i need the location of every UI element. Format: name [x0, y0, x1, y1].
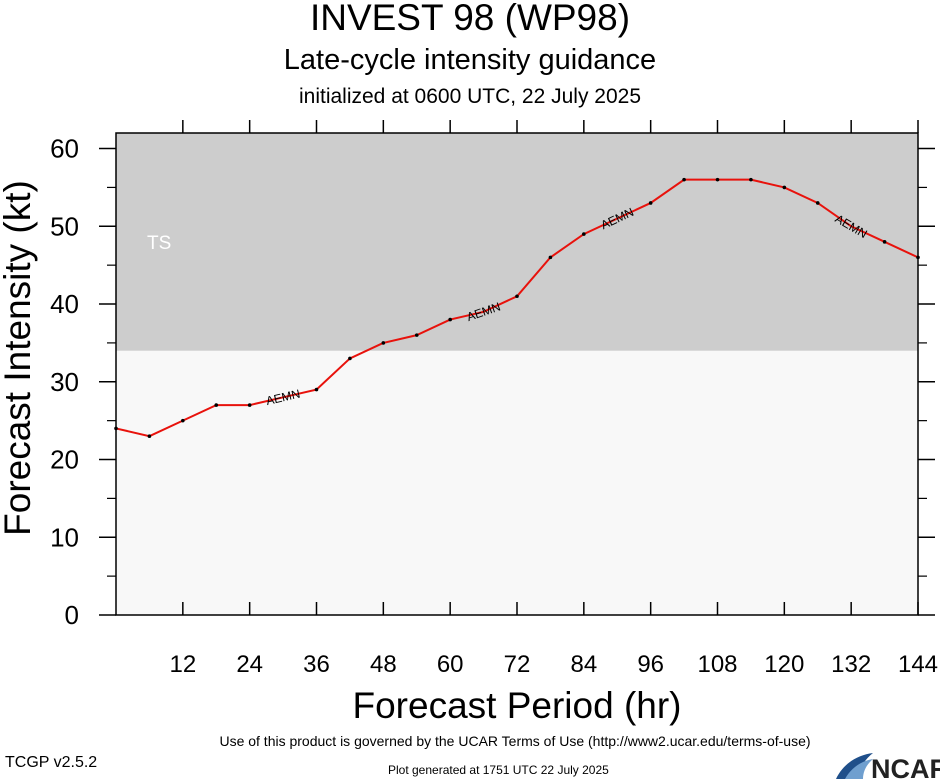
data-point: [548, 255, 553, 260]
x-tick-label: 48: [370, 651, 397, 678]
y-axis-label: Forecast Intensity (kt): [0, 180, 38, 536]
data-point: [448, 317, 452, 322]
chart-title: INVEST 98 (WP98): [309, 0, 631, 38]
x-tick-label: 24: [236, 651, 263, 678]
x-tick-label: 108: [697, 651, 737, 678]
x-tick-label: 132: [831, 651, 871, 678]
y-tick-label: 50: [50, 211, 79, 241]
ts-label: TS: [147, 233, 171, 254]
y-tick-label: 10: [50, 522, 79, 552]
y-tick-label: 20: [50, 445, 79, 475]
y-tick-label: 40: [50, 289, 79, 319]
data-point: [314, 387, 319, 392]
x-tick-label: 72: [504, 651, 531, 678]
data-point: [147, 434, 152, 438]
data-point: [247, 403, 252, 407]
chart-subtitle: Late-cycle intensity guidance: [283, 44, 657, 76]
data-point: [749, 177, 753, 182]
x-tick-label: 12: [169, 651, 196, 678]
x-tick-label: 84: [570, 651, 597, 678]
x-tick-label: 120: [764, 651, 804, 678]
ncar-logo: NCAR: [836, 753, 940, 780]
y-tick-label: 30: [50, 367, 79, 397]
data-point: [214, 403, 219, 407]
data-point: [348, 356, 352, 361]
data-point: [715, 177, 720, 182]
y-tick-label: 0: [65, 600, 79, 630]
data-point: [515, 294, 519, 299]
data-point: [815, 201, 820, 205]
data-point: [882, 240, 887, 244]
data-point: [414, 333, 419, 337]
plot-frame: [115, 132, 919, 616]
svg-text:NCAR: NCAR: [871, 754, 940, 780]
data-point: [582, 232, 586, 236]
x-tick-label: 96: [637, 651, 664, 678]
data-point: [381, 341, 386, 345]
x-tick-label: 60: [437, 651, 464, 678]
version-label: TCGP v2.5.2: [5, 754, 98, 771]
data-point: [181, 418, 185, 423]
data-point: [782, 185, 787, 190]
x-tick-label: 36: [303, 651, 330, 678]
init-time: initialized at 0600 UTC, 22 July 2025: [298, 85, 642, 108]
data-point: [682, 177, 686, 182]
data-point: [648, 201, 653, 205]
terms-of-use: Use of this product is governed by the U…: [219, 733, 811, 749]
generated-time: Plot generated at 1751 UTC 22 July 2025: [388, 763, 609, 777]
x-axis-label: Forecast Period (hr): [353, 685, 682, 726]
ts-band: [116, 133, 918, 351]
x-tick-label: 144: [898, 651, 938, 678]
y-tick-label: 60: [50, 134, 79, 164]
